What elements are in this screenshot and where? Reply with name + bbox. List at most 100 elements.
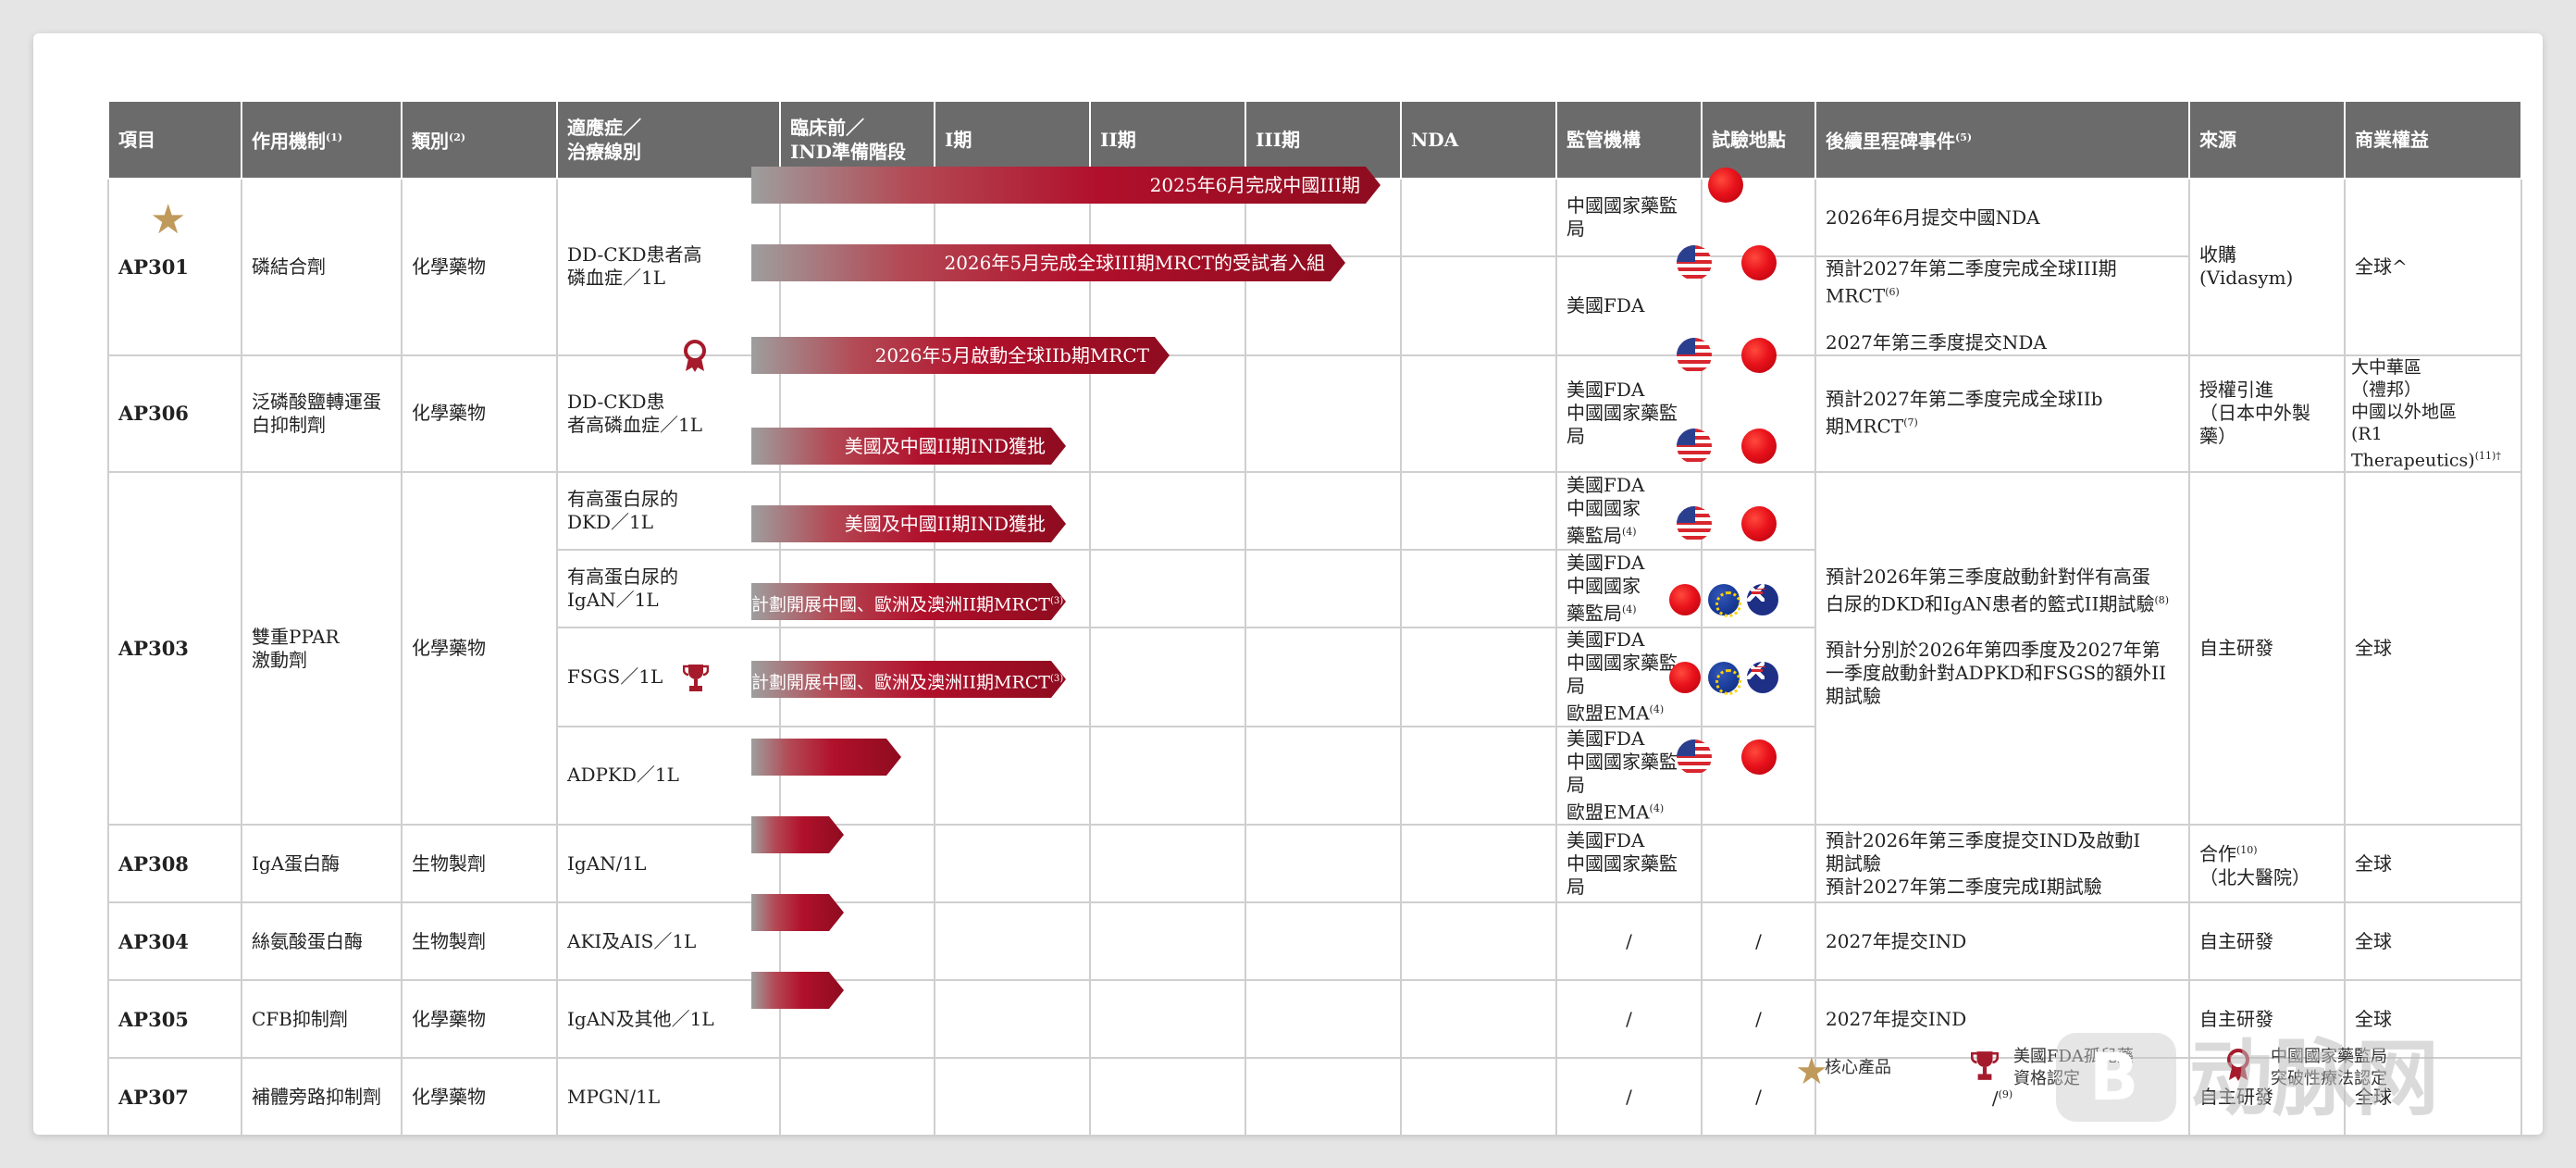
- project-code: AP306: [107, 354, 242, 473]
- milestone-cell: /(9): [1814, 1057, 2190, 1137]
- indication-cell: IgAN/1L: [556, 824, 781, 904]
- source-cell: 自主研發: [2188, 901, 2346, 982]
- header-source: 來源: [2188, 100, 2346, 180]
- progress-bar-ap303-igan: 美國及中國II期IND獲批: [751, 505, 1066, 542]
- regulator-cell: /: [1555, 979, 1703, 1060]
- header-site: 試驗地點: [1701, 100, 1816, 180]
- pipeline-card: 項目 作用機制(1) 類別(2) 適應症／ 治療線別 臨床前／ IND準備階段 I期…: [33, 33, 2543, 1137]
- milestone-cell: 預計2026年第三季度啟動針對伴有高蛋 白尿的DKD和IgAN患者的籃式II期試驗…: [1814, 470, 2190, 826]
- rights-cell: 全球: [2344, 1057, 2522, 1137]
- watermark-logo: B: [2056, 1033, 2176, 1122]
- category-cell: 生物製劑: [401, 824, 558, 904]
- milestone-cell: 預計2027年第二季度完成全球IIb 期MRCT(7): [1814, 354, 2190, 473]
- mechanism-cell: IgA蛋白酶: [241, 824, 402, 904]
- source-cell: 授權引進 （日本中外製藥）: [2188, 354, 2346, 473]
- regulator-cell: 美國FDA 中國國家藥監局: [1555, 824, 1703, 904]
- progress-bar-ap307: [751, 972, 844, 1009]
- rights-cell: 全球: [2344, 979, 2522, 1060]
- rights-cell: 全球: [2344, 901, 2522, 982]
- table-row: AP304 絲氨酸蛋白酶 生物製劑 AKI及AIS／1L / / 2027年提交…: [107, 901, 2522, 982]
- project-code: AP303: [107, 470, 242, 826]
- category-cell: 化學藥物: [401, 354, 558, 473]
- header-project: 項目: [107, 100, 242, 180]
- core-product-star-icon: ★: [150, 196, 187, 243]
- indication-cell: FSGS／1L: [556, 626, 781, 727]
- us-flag-icon: [1677, 429, 1712, 464]
- source-cell: 合作(10) （北大醫院）: [2188, 824, 2346, 904]
- rights-cell: 全球: [2344, 824, 2522, 904]
- progress-bar-ap301-global: 2026年5月完成全球III期MRCT的受試者入組: [751, 244, 1345, 281]
- site-cell: /: [1701, 979, 1816, 1060]
- indication-cell: 有高蛋白尿的 DKD／1L: [556, 470, 781, 551]
- header-nda: NDA: [1400, 100, 1557, 180]
- indication-cell: DD-CKD患者高磷血症／1L: [556, 178, 781, 356]
- header-mechanism: 作用機制(1): [241, 100, 402, 180]
- regulator-cell: 美國FDA 中國國家藥監局 歐盟EMA(4): [1555, 725, 1703, 826]
- legend-breakthrough-icon: [2227, 1049, 2249, 1081]
- header-milestone: 後續里程碑事件(5): [1814, 100, 2190, 180]
- table-row: AP305 CFB抑制劑 化學藥物 IgAN及其他／1L / / 2027年提交…: [107, 979, 2522, 1060]
- header-phase2: II期: [1089, 100, 1246, 180]
- china-flag-icon: [1741, 245, 1777, 280]
- legend-core-label: 核心產品: [1825, 1058, 1891, 1077]
- header-regulator: 監管機構: [1555, 100, 1703, 180]
- mechanism-cell: 補體旁路抑制劑: [241, 1057, 402, 1137]
- regulator-cell: 美國FDA 中國國家 藥監局(4): [1555, 470, 1703, 551]
- china-flag-icon: [1669, 584, 1701, 615]
- category-cell: 化學藥物: [401, 979, 558, 1060]
- regulator-cell: /: [1555, 1057, 1703, 1137]
- category-cell: 化學藥物: [401, 178, 558, 356]
- australia-flag-icon: [1747, 662, 1778, 693]
- rights-cell: 全球^: [2344, 178, 2522, 356]
- regulator-cell: 美國FDA: [1555, 255, 1703, 356]
- rights-cell: 大中華區 （禮邦） 中國以外地區 (R1 Therapeutics)(11)†: [2344, 354, 2522, 473]
- milestone-cell: 預計2027年第二季度完成全球III期MRCT(6) 2027年第三季度提交NDA: [1814, 255, 2190, 356]
- progress-bar-ap303-dkd: 美國及中國II期IND獲批: [751, 428, 1066, 465]
- milestone-cell: 2027年提交IND: [1814, 979, 2190, 1060]
- us-flag-icon: [1677, 739, 1712, 775]
- category-cell: 化學藥物: [401, 1057, 558, 1137]
- project-code: AP304: [107, 901, 242, 982]
- category-cell: 生物製劑: [401, 901, 558, 982]
- breakthrough-therapy-icon: [684, 340, 706, 372]
- regulator-cell: 美國FDA 中國國家藥監局 歐盟EMA(4): [1555, 626, 1703, 727]
- table-row: AP306 泛磷酸鹽轉運蛋 白抑制劑 化學藥物 DD-CKD患 者高磷血症／1L 美…: [107, 354, 2522, 473]
- legend-breakthrough-label: 中國國家藥監局 突破性療法認定: [2271, 1047, 2387, 1088]
- regulator-cell: 中國國家藥監局: [1555, 178, 1703, 257]
- china-flag-icon: [1741, 338, 1777, 373]
- indication-cell: IgAN及其他／1L: [556, 979, 781, 1060]
- mechanism-cell: 泛磷酸鹽轉運蛋 白抑制劑: [241, 354, 402, 473]
- orphan-drug-trophy-icon: [683, 665, 709, 691]
- header-phase1: I期: [934, 100, 1091, 180]
- regulator-cell: /: [1555, 901, 1703, 982]
- table-row: AP303 雙重PPAR 激動劑 化學藥物 有高蛋白尿的 DKD／1L 美國FDA 中…: [107, 470, 2522, 826]
- progress-bar-ap303-adpkd: 計劃開展中國、歐洲及澳洲II期MRCT(3): [751, 661, 1066, 698]
- header-indication: 適應症／ 治療線別: [556, 100, 781, 180]
- mechanism-cell: 絲氨酸蛋白酶: [241, 901, 402, 982]
- milestone-cell: 預計2026年第三季度提交IND及啟動I 期試驗 預計2027年第二季度完成I期試驗: [1814, 824, 2190, 904]
- source-cell: 自主研發: [2188, 470, 2346, 826]
- china-flag-icon: [1669, 662, 1701, 693]
- project-code: AP307: [107, 1057, 242, 1137]
- us-flag-icon: [1677, 338, 1712, 373]
- progress-bar-ap306: 2026年5月啟動全球IIb期MRCT: [751, 337, 1170, 374]
- china-flag-icon: [1708, 168, 1743, 203]
- category-cell: 化學藥物: [401, 470, 558, 826]
- indication-cell: 有高蛋白尿的 IgAN／1L: [556, 548, 781, 628]
- header-row: 項目 作用機制(1) 類別(2) 適應症／ 治療線別 臨床前／ IND準備階段 I期…: [107, 100, 2522, 180]
- site-cell: /: [1701, 901, 1816, 982]
- milestone-cell: 2026年6月提交中國NDA: [1814, 178, 2190, 257]
- progress-bar-ap303-fsgs: 計劃開展中國、歐洲及澳洲II期MRCT(3): [751, 583, 1066, 620]
- progress-bar-ap305: [751, 894, 844, 931]
- milestone-cell: 2027年提交IND: [1814, 901, 2190, 982]
- australia-flag-icon: [1747, 584, 1778, 615]
- header-preclinical: 臨床前／ IND準備階段: [779, 100, 935, 180]
- regulator-cell: 美國FDA 中國國家 藥監局(4): [1555, 548, 1703, 628]
- header-category: 類別(2): [401, 100, 558, 180]
- indication-cell: AKI及AIS／1L: [556, 901, 781, 982]
- progress-bar-ap301-china: 2025年6月完成中國III期: [751, 167, 1381, 204]
- table-row: FSGS／1L 美國FDA 中國國家藥監局 歐盟EMA(4): [108, 626, 2521, 727]
- source-cell: 收購 (Vidasym): [2188, 178, 2346, 356]
- project-code: AP305: [107, 979, 242, 1060]
- legend-trophy-icon: [1971, 1051, 1999, 1080]
